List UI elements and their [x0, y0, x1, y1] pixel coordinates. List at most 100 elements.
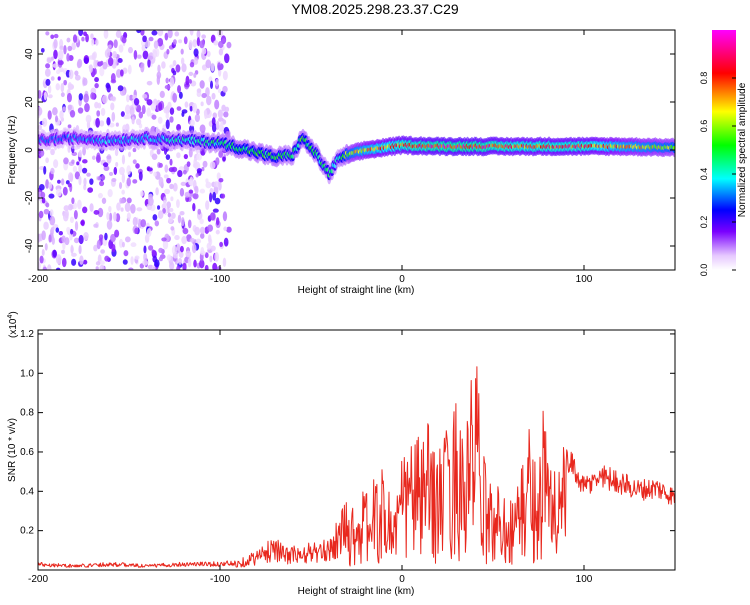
- spectrogram-noise-cell: [214, 252, 219, 262]
- spectrogram-noise-cell: [222, 156, 226, 162]
- spectrogram-noise-cell: [172, 39, 177, 45]
- spectrogram-noise-cell: [124, 236, 131, 243]
- spectrogram-noise-cell: [74, 171, 80, 180]
- spectrogram-noise-cell: [156, 74, 161, 85]
- spectrogram-noise-cell: [187, 219, 192, 229]
- spectrogram-y-tick-label: 0: [24, 147, 35, 153]
- spectrogram-noise-cell: [188, 71, 194, 76]
- spectrogram-noise-cell: [181, 63, 187, 73]
- colorbar-tick-label: 0.2: [699, 216, 709, 229]
- spectrogram-noise-cell: [72, 34, 78, 43]
- spectrogram-noise-cell: [124, 104, 131, 115]
- spectrogram-noise-cell: [162, 207, 166, 214]
- spectrogram-noise-cell: [223, 237, 229, 247]
- spectrogram-noise-cell: [223, 226, 228, 231]
- spectrogram-noise-cell: [218, 48, 224, 56]
- spectrogram-noise-cell: [176, 124, 182, 131]
- spectrogram-noise-cell: [164, 84, 171, 90]
- spectrogram-noise-cell: [176, 152, 181, 159]
- spectrogram-noise-cell: [89, 178, 94, 185]
- spectrogram-noise-cell: [99, 260, 105, 266]
- spectrogram-noise-cell: [147, 55, 154, 61]
- snr-y-tick-label: 0.4: [20, 486, 34, 497]
- spectrogram-noise-cell: [95, 39, 99, 46]
- spectrogram-noise-cell: [66, 226, 71, 233]
- spectrogram-noise-cell: [53, 49, 58, 60]
- spectrogram-noise-cell: [158, 162, 163, 168]
- spectrogram-noise-cell: [212, 208, 219, 213]
- spectrogram-noise-cell: [226, 226, 232, 233]
- spectrogram-noise-cell: [180, 48, 184, 55]
- spectrogram-noise-cell: [222, 70, 228, 81]
- spectrogram-noise-cell: [157, 210, 164, 219]
- spectrogram-noise-cell: [182, 169, 187, 175]
- spectrogram-noise-cell: [151, 249, 156, 255]
- spectrogram-noise-cell: [69, 228, 74, 235]
- spectrogram-noise-cell: [48, 234, 52, 243]
- spectrogram-noise-cell: [201, 93, 207, 99]
- spectrogram-noise-cell: [166, 48, 170, 55]
- spectrogram-noise-cell: [199, 226, 206, 235]
- spectrogram-x-tick-label: 0: [399, 274, 405, 285]
- spectrogram-noise-cell: [188, 79, 192, 84]
- snr-x-tick-label: 100: [576, 574, 593, 585]
- spectrogram-noise-cell: [101, 197, 107, 204]
- spectrogram-noise-cell: [107, 57, 114, 67]
- spectrogram-noise-cell: [109, 212, 113, 222]
- spectrogram-ridge-core: [672, 145, 675, 151]
- spectrogram-noise-cell: [110, 72, 116, 83]
- spectrogram-noise-cell: [117, 85, 124, 92]
- spectrogram-noise-cell: [95, 261, 101, 266]
- spectrogram-noise-cell: [192, 39, 197, 48]
- spectrogram-noise-cell: [199, 40, 205, 49]
- spectrogram-noise-cell: [93, 210, 100, 215]
- spectrogram-noise-cell: [158, 102, 163, 112]
- spectrogram-noise-cell: [174, 234, 180, 241]
- spectrogram-noise-cell: [195, 238, 202, 244]
- spectrogram-noise-cell: [83, 57, 89, 64]
- spectrogram-noise-cell: [59, 45, 64, 51]
- spectrogram-noise-cell: [99, 66, 105, 77]
- spectrogram-noise-cell: [164, 188, 171, 195]
- spectrogram-noise-cell: [127, 46, 134, 54]
- spectrogram-noise-cell: [176, 265, 181, 270]
- spectrogram-noise-cell: [201, 47, 207, 55]
- spectrogram-noise-cell: [204, 109, 208, 120]
- spectrogram-noise-cell: [52, 107, 58, 116]
- spectrogram-y-tick-label: 20: [24, 96, 35, 108]
- spectrogram-noise-cell: [195, 173, 199, 178]
- spectrogram-noise-cell: [82, 77, 88, 86]
- spectrogram-noise-cell: [151, 265, 156, 270]
- spectrogram-noise-cell: [59, 110, 64, 120]
- spectrogram-noise-cell: [196, 168, 203, 174]
- spectrogram-noise-cell: [143, 245, 147, 254]
- spectrogram-noise-cell: [107, 188, 113, 198]
- spectrogram-noise-cell: [93, 59, 97, 70]
- snr-y-tick-label: 1.0: [20, 368, 34, 379]
- spectrogram-noise-cell: [115, 30, 122, 39]
- spectrogram-noise-cell: [57, 60, 64, 66]
- spectrogram-noise-cell: [157, 37, 164, 47]
- spectrogram-noise-cell: [222, 257, 227, 267]
- spectrogram-noise-cell: [157, 30, 164, 37]
- spectrogram-noise-cell: [45, 31, 50, 36]
- spectrogram-noise-cell: [83, 259, 88, 265]
- spectrogram-noise-cell: [79, 255, 84, 265]
- spectrogram-noise-cell: [213, 40, 219, 46]
- spectrogram-noise-cell: [210, 62, 215, 72]
- spectrogram-noise-cell: [152, 49, 158, 59]
- spectrogram-noise-cell: [132, 216, 138, 227]
- spectrogram-noise-cell: [146, 99, 153, 106]
- spectrogram-noise-cell: [172, 92, 178, 103]
- snr-y-ticks: 0.2 0.4 0.6 0.8 1.0 1.2: [20, 329, 675, 537]
- spectrogram-noise-cell: [77, 199, 82, 210]
- snr-line-layer: [38, 366, 675, 568]
- spectrogram-noise-cell: [188, 178, 193, 186]
- spectrogram-noise-cell: [63, 205, 70, 212]
- spectrogram-noise-cell: [82, 206, 88, 214]
- colorbar: 0.0 0.2 0.4 0.6 0.8 Normalized spectral ampl…: [699, 30, 748, 276]
- spectrogram-noise-cell: [180, 181, 187, 187]
- spectrogram-noise-cell: [51, 236, 55, 245]
- spectrogram-noise-cell: [50, 167, 55, 175]
- spectrogram-noise-cell: [169, 183, 174, 190]
